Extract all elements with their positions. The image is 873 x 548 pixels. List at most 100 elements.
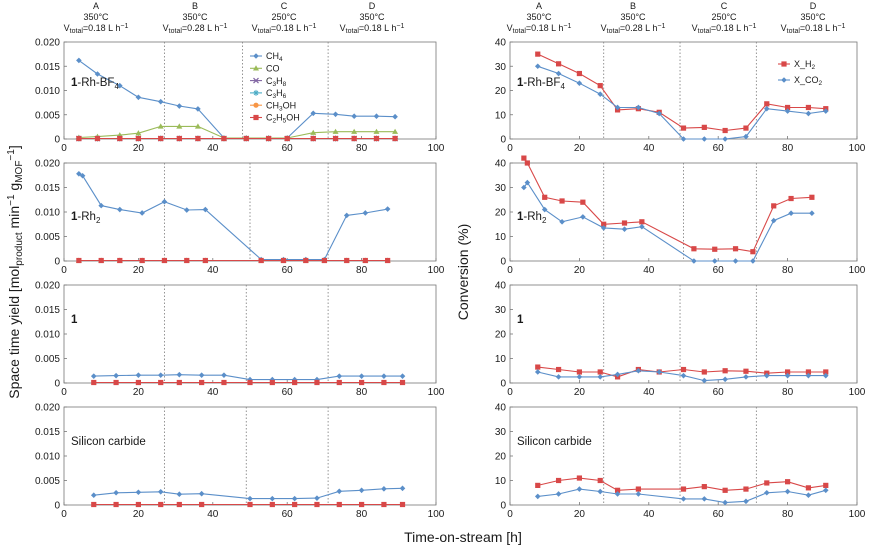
data-point (113, 379, 119, 386)
y-tick-label: 10 (495, 476, 507, 487)
phase-flow-rate: Vtotal=0.18 L h−1 (252, 23, 317, 35)
data-point (280, 257, 287, 264)
y-tick-label: 0.015 (35, 305, 60, 316)
data-point (399, 379, 406, 386)
data-point (805, 110, 812, 117)
data-point (784, 372, 791, 379)
y-tick-label: 40 (495, 403, 507, 414)
phase-temperature: 350°C (359, 12, 385, 22)
data-point (358, 373, 365, 379)
data-point (303, 257, 309, 264)
x-tick-label: 100 (849, 387, 866, 398)
y-tick-label: 0 (500, 501, 506, 512)
data-point (176, 379, 182, 386)
data-point (221, 135, 227, 142)
y-tick-label: 30 (495, 183, 507, 194)
series-ch4 (90, 371, 406, 383)
phase-temperature: 250°C (711, 12, 737, 22)
data-point (784, 108, 791, 114)
data-point (785, 479, 791, 485)
data-point (805, 492, 812, 498)
data-point (113, 501, 119, 508)
data-point (805, 369, 812, 375)
data-point (542, 194, 548, 200)
data-point (113, 372, 119, 379)
data-point (392, 135, 398, 142)
data-point (576, 475, 582, 481)
data-point (701, 136, 708, 142)
data-point (344, 257, 350, 264)
data-point (743, 133, 749, 140)
data-point (351, 113, 357, 120)
data-point (291, 495, 298, 502)
data-point (269, 495, 276, 502)
x-tick-label: 40 (207, 265, 219, 276)
legend-label: X_H2 (794, 59, 816, 71)
x-tick-label: 80 (356, 509, 368, 520)
data-point (712, 246, 718, 252)
data-point (597, 374, 604, 380)
x-tick-label: 20 (574, 143, 586, 154)
legend-label: C2H5OH (266, 113, 300, 125)
panel-label: 1-Rh-BF4 (517, 77, 565, 91)
x-tick-label: 80 (356, 387, 368, 398)
x-tick-label: 40 (643, 387, 655, 398)
data-point (135, 501, 141, 508)
data-point (314, 501, 320, 508)
data-point (559, 198, 565, 204)
x-tick-label: 100 (428, 387, 445, 398)
data-point (194, 123, 201, 129)
legend-label: CO (266, 64, 280, 74)
data-point (362, 210, 369, 216)
series-ch4 (76, 57, 398, 141)
legend-marker (253, 114, 259, 121)
chart-panel-l1: 0 0.005 0.010 0.015 0.020 0 20 40 60 80 100 1-Rh-BF… (35, 38, 445, 155)
x-tick-label: 60 (713, 265, 725, 276)
panel-label: 1 (517, 314, 524, 326)
data-point (743, 125, 749, 131)
x-tick-label: 40 (643, 509, 655, 520)
data-point (157, 372, 164, 378)
data-point (399, 485, 406, 492)
data-point (385, 257, 391, 264)
data-point (639, 223, 645, 230)
data-point (117, 257, 123, 264)
phase-flow-rate: Vtotal=0.18 L h−1 (692, 23, 757, 35)
data-point (614, 491, 621, 497)
phase-flow-rate: Vtotal=0.18 L h−1 (64, 23, 129, 35)
legend-marker (253, 102, 259, 108)
data-point (117, 206, 123, 213)
x-tick-label: 20 (133, 509, 145, 520)
data-point (555, 61, 562, 67)
x-tick-label: 20 (133, 265, 145, 276)
data-point (381, 379, 387, 386)
phase-letter: B (192, 1, 198, 11)
data-point (381, 373, 387, 379)
data-point (351, 128, 358, 134)
data-point (680, 366, 687, 373)
data-point (691, 258, 697, 264)
data-point (600, 225, 607, 231)
chart-panel-l3: 0 0.005 0.010 0.015 0.020 0 20 40 60 80 100 1 (35, 281, 445, 399)
phase-flow-rate: Vtotal=0.18 L h−1 (507, 23, 572, 35)
data-point (822, 487, 829, 494)
x-tick-label: 60 (282, 509, 294, 520)
chart-panel-l4: 0 0.005 0.010 0.015 0.020 0 20 40 60 80 100 Silicon… (35, 403, 445, 521)
data-point (195, 106, 201, 112)
y-tick-label: 0 (54, 135, 60, 146)
series-c2h5oh (76, 135, 398, 142)
data-point (351, 135, 357, 142)
data-point (310, 129, 317, 135)
x-tick-label: 0 (507, 265, 513, 276)
data-point (176, 371, 183, 378)
y-tick-label: 0 (54, 379, 60, 390)
data-point (614, 371, 621, 378)
data-point (161, 257, 168, 264)
data-point (135, 489, 142, 496)
data-point (135, 372, 142, 378)
data-point (680, 496, 687, 502)
phase-flow-rate: Vtotal=0.28 L h−1 (163, 23, 228, 35)
